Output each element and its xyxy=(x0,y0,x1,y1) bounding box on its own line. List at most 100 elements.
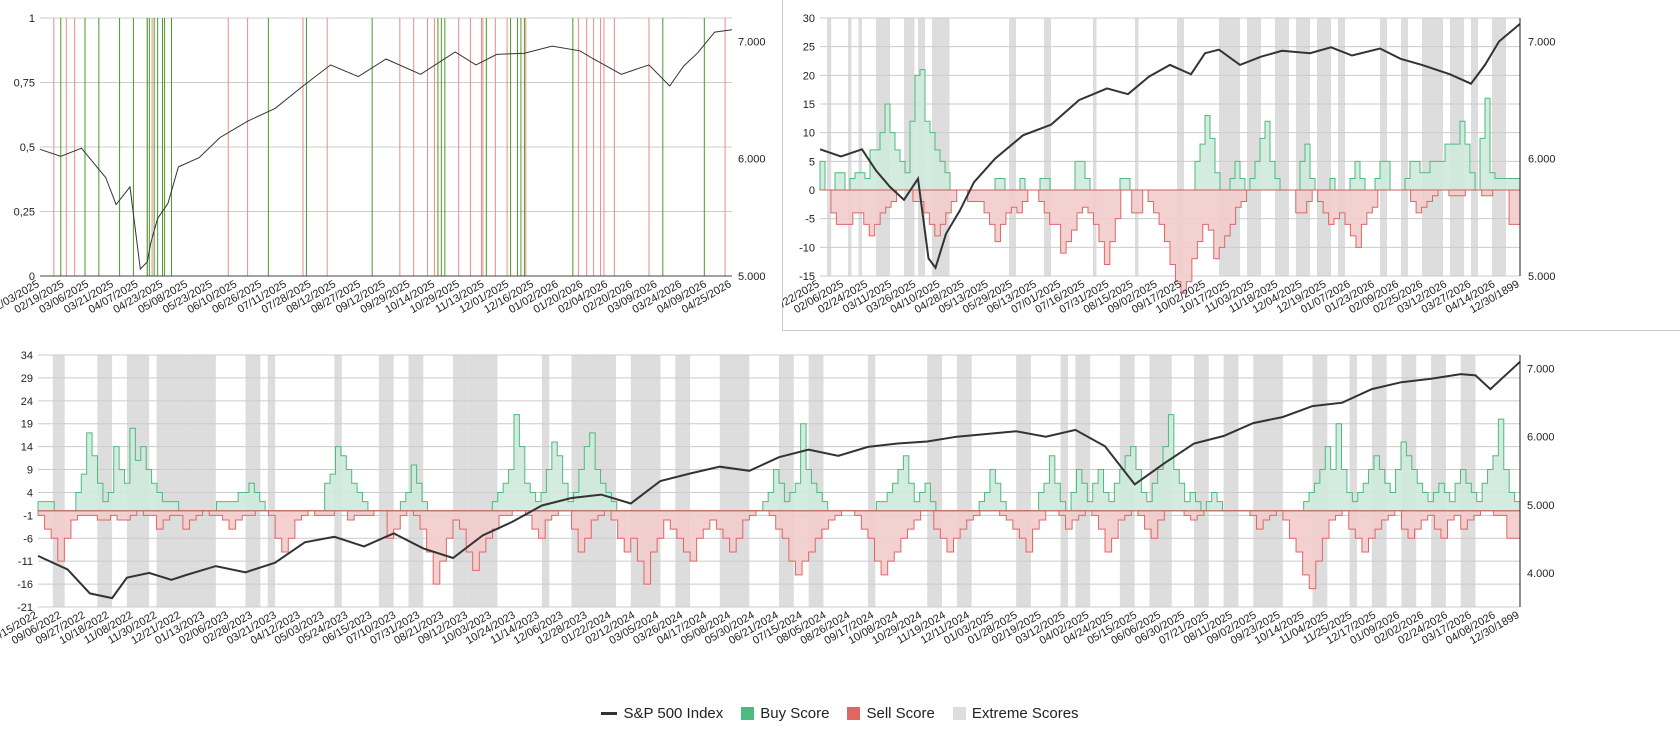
extreme-band xyxy=(1431,355,1446,607)
chart-bottom: -21 -16 -11 -6 -1 4 9 14 19 24 29 34 4.000 5.000 6.000… xyxy=(0,345,1680,700)
extreme-band xyxy=(378,355,394,607)
y-tick-label: 10 xyxy=(803,128,815,140)
extreme-band xyxy=(1247,18,1261,276)
extreme-band xyxy=(52,355,65,607)
y2-tick-label: 6.000 xyxy=(1528,154,1556,166)
extreme-band xyxy=(1044,18,1051,276)
y-tick-label: 24 xyxy=(21,396,33,408)
legend-item-sell[interactable]: Sell Score xyxy=(847,704,935,722)
extreme-band xyxy=(1060,355,1068,607)
y-tick-label: -5 xyxy=(805,214,815,226)
sell-score-area xyxy=(37,510,1521,590)
y-tick-label: -11 xyxy=(18,556,33,568)
y-tick-label: 30 xyxy=(803,13,815,25)
extreme-band xyxy=(156,355,187,607)
extreme-band xyxy=(675,355,691,607)
legend-item-extreme[interactable]: Extreme Scores xyxy=(952,704,1079,722)
extreme-band xyxy=(827,18,832,276)
chart-legend: S&P 500 Index Buy Score Sell Score Extre… xyxy=(0,700,1680,726)
y-tick-label: 0 xyxy=(809,185,815,197)
extreme-band xyxy=(1093,18,1097,276)
y2-tick-label: 5.000 xyxy=(1528,271,1556,283)
y-tick-label: 34 xyxy=(21,350,33,362)
y-tick-label: -1 xyxy=(23,510,33,522)
legend-extreme-label: Extreme Scores xyxy=(971,704,1079,722)
extreme-band xyxy=(186,355,216,607)
extreme-band xyxy=(1177,18,1184,276)
legend-buy-swatch xyxy=(741,706,755,720)
y2-tick-label: 7.000 xyxy=(1528,36,1556,48)
extreme-band xyxy=(1193,355,1209,607)
y2-tick-label: 6.000 xyxy=(738,154,766,166)
y2-tick-label: 7.000 xyxy=(738,36,766,48)
sp500-index-line xyxy=(39,29,733,271)
extreme-band xyxy=(904,18,915,276)
legend-item-index[interactable]: S&P 500 Index xyxy=(601,705,723,722)
y-tick-label: -10 xyxy=(799,242,815,254)
legend-sell-swatch xyxy=(847,706,861,720)
extreme-band xyxy=(1460,355,1476,607)
extreme-band xyxy=(1275,18,1289,276)
extreme-band xyxy=(1422,18,1443,276)
sp500-index-line xyxy=(819,23,1521,270)
y-tick-label: 1 xyxy=(29,13,35,25)
y-tick-label: 19 xyxy=(21,419,33,431)
extreme-band xyxy=(267,355,276,607)
y-tick-label: -6 xyxy=(23,533,33,545)
legend-extreme-swatch xyxy=(952,706,966,720)
legend-index-swatch xyxy=(601,711,618,715)
y2-tick-label: 4.000 xyxy=(1527,568,1555,580)
extreme-band xyxy=(858,18,862,276)
y-tick-label: 15 xyxy=(803,99,815,111)
y-tick-label: 4 xyxy=(27,487,33,499)
extreme-band xyxy=(848,18,852,276)
extreme-band xyxy=(1317,18,1331,276)
extreme-band xyxy=(245,355,261,607)
buy-score-area xyxy=(819,69,1521,191)
extreme-band xyxy=(1009,18,1016,276)
extreme-band xyxy=(1401,18,1408,276)
y2-tick-label: 6.000 xyxy=(1527,432,1555,444)
y-tick-label: 0,75 xyxy=(14,78,35,90)
extreme-band xyxy=(1075,355,1091,607)
chart-top-right-frame xyxy=(782,0,1680,331)
y-tick-label: 5 xyxy=(809,156,815,168)
legend-index-label: S&P 500 Index xyxy=(623,704,724,722)
chart-bottom-svg: -21 -16 -11 -6 -1 4 9 14 19 24 29 34 4.000 5.000 6.000… xyxy=(0,350,1555,647)
y2-tick-label: 7.000 xyxy=(1527,364,1555,376)
extreme-band xyxy=(779,355,794,607)
y-tick-label: 0,5 xyxy=(20,142,35,154)
extreme-band xyxy=(1492,18,1506,276)
chart-top-right-svg: -15-10-50510152025305.0006.0007.00001/22… xyxy=(768,13,1556,316)
legend-buy-label: Buy Score xyxy=(760,704,830,722)
y2-tick-label: 5.000 xyxy=(738,271,766,283)
extreme-band xyxy=(541,355,550,607)
chart-top-left-svg: 00,250,50,7515.0006.0007.00002/03/202502… xyxy=(0,13,766,316)
y-tick-label: 0 xyxy=(29,271,35,283)
extreme-band xyxy=(956,355,972,607)
extreme-band xyxy=(1349,355,1357,607)
extreme-band xyxy=(1135,18,1139,276)
extreme-band xyxy=(97,355,113,607)
extreme-band xyxy=(452,355,468,607)
y-tick-label: -16 xyxy=(17,579,33,591)
legend-item-buy[interactable]: Buy Score xyxy=(741,705,829,722)
y-tick-label: 29 xyxy=(21,373,33,385)
y-tick-label: 25 xyxy=(803,42,815,54)
y-tick-label: 0,25 xyxy=(14,207,35,219)
extreme-band xyxy=(1223,355,1239,607)
sp500-index-line xyxy=(37,361,1521,600)
extreme-band xyxy=(1338,18,1345,276)
y-tick-label: 14 xyxy=(21,442,33,454)
extreme-band xyxy=(1016,355,1031,607)
y2-tick-label: 5.000 xyxy=(1527,500,1555,512)
extreme-band xyxy=(719,355,750,607)
legend-sell-label: Sell Score xyxy=(866,704,935,722)
extreme-band xyxy=(1253,355,1283,607)
y-tick-label: 9 xyxy=(27,465,33,477)
extreme-band xyxy=(1380,18,1387,276)
y-tick-label: -15 xyxy=(799,271,815,283)
y-tick-label: -21 xyxy=(17,602,33,614)
extreme-band xyxy=(1471,18,1478,276)
chart-top-right: -15 -10 -5 0 5 10 15 20 25 30 5.000 6.000 7.000 01/22… xyxy=(768,0,1680,335)
